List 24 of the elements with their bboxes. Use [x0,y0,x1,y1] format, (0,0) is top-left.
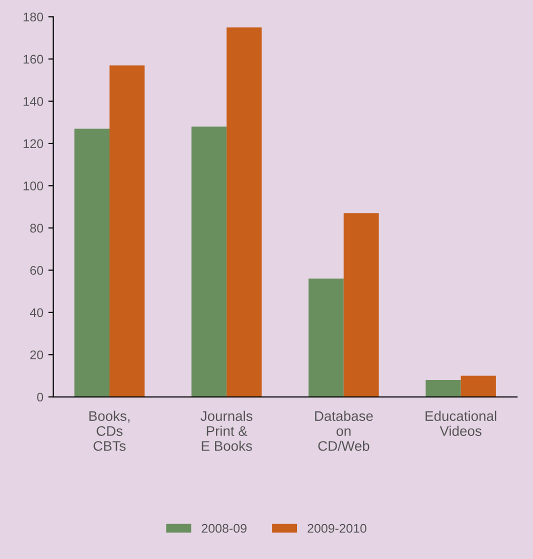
y-tick-label: 140 [24,97,44,106]
y-tick-label: 180 [24,12,44,22]
legend-label: 2009-2010 [308,524,366,533]
x-tick-label: Books, CDs CBTs [89,410,130,451]
bar [74,128,110,397]
y-tick-label: 20 [30,350,44,360]
bar [308,278,344,397]
y-tick-label: 120 [24,139,44,148]
x-tick-label: Educational Videos [426,410,496,436]
y-tick-label: 60 [30,266,44,275]
y-tick-label: 80 [30,224,44,233]
bar [226,27,262,397]
bar [110,65,145,397]
bar [460,376,496,397]
bar [344,213,379,397]
y-tick-label: 0 [37,392,44,402]
legend-label: 2008-09 [202,524,246,533]
bar [191,126,227,397]
bar [426,380,461,397]
y-tick-label: 100 [24,182,44,190]
y-tick-label: 160 [24,54,44,64]
x-tick-label: Database on CD/Web [315,410,373,451]
y-tick-label: 40 [30,308,44,318]
x-tick-label: Journals Print & E Books [200,410,252,451]
